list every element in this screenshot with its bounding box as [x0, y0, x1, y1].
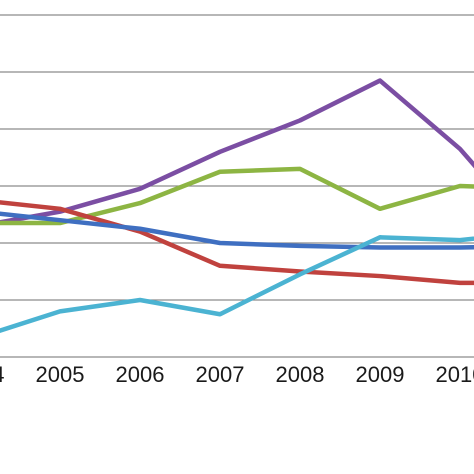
x-tick-label: 2005: [36, 362, 85, 387]
series-lines: [0, 78, 474, 334]
series-line-4: [0, 211, 474, 250]
x-tick-label: 2008: [276, 362, 325, 387]
x-tick-label: 2010: [436, 362, 474, 387]
x-axis-tick-labels: 2004 2005 2006 2007 2008 2009 2010: [0, 362, 474, 387]
x-tick-label: 2006: [116, 362, 165, 387]
series-line-5: [0, 235, 474, 334]
series-line-1: [0, 78, 474, 225]
x-tick-label: 2009: [356, 362, 405, 387]
x-tick-label: 2007: [196, 362, 245, 387]
series-line-2: [0, 166, 474, 226]
x-tick-label: 2004: [0, 362, 4, 387]
series-line-3: [0, 200, 474, 286]
